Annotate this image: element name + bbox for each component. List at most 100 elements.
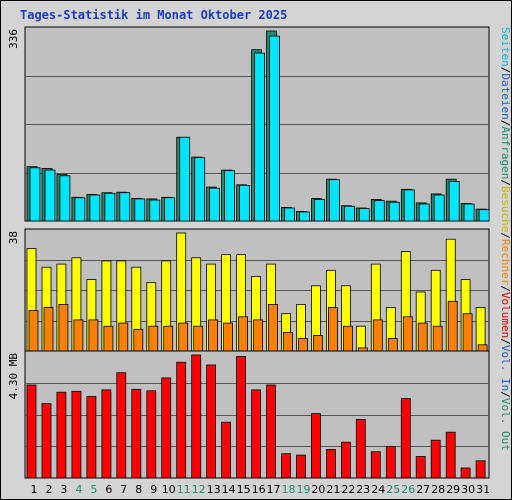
middle-bar-rechner [58, 303, 69, 352]
middle-bar-rechner [327, 307, 338, 352]
top-bar-dateien [433, 194, 445, 222]
middle-bar-rechner [462, 313, 473, 352]
top-bar-dateien [89, 194, 101, 222]
middle-bar-rechner [432, 325, 443, 352]
x-tick-label: 27 [416, 483, 430, 496]
bottom-bar-volumen [296, 454, 306, 479]
top-bar-dateien [254, 52, 266, 222]
legend-entry: Seiten [499, 27, 512, 67]
top-bar-dateien [209, 187, 221, 222]
middle-y-max-label: 38 [7, 231, 20, 244]
x-tick-label: 12 [192, 483, 206, 496]
middle-bar-rechner [417, 322, 428, 352]
top-bar-dateien [358, 208, 370, 222]
bottom-bar-volumen [370, 451, 381, 479]
x-tick-label: 10 [162, 483, 176, 496]
top-bar-dateien [104, 192, 116, 222]
legend-separator: / [499, 285, 512, 292]
top-bar-dateien [448, 180, 460, 222]
bottom-bar-volumen [355, 418, 366, 479]
middle-bar-rechner [28, 310, 39, 352]
x-tick-label: 5 [90, 483, 97, 496]
bottom-bar-volumen [206, 364, 217, 479]
middle-bar-rechner [178, 322, 189, 352]
middle-bar-rechner [148, 325, 159, 352]
top-bar-dateien [164, 197, 176, 222]
bottom-bar-volumen [131, 388, 142, 479]
middle-bar-rechner [193, 325, 204, 352]
x-tick-label: 11 [177, 483, 191, 496]
top-bar-dateien [418, 203, 430, 222]
top-bar-dateien [299, 211, 310, 222]
top-bar-dateien [239, 184, 251, 222]
bottom-bar-volumen [475, 460, 486, 479]
bottom-bar-volumen [116, 372, 127, 479]
top-bar-dateien [269, 35, 280, 222]
bottom-bar-volumen [460, 467, 471, 479]
top-bar-dateien [224, 170, 236, 222]
legend-entry: Rechner [499, 239, 512, 286]
bottom-bar-volumen [445, 431, 456, 479]
legend-entry: Anfragen [499, 126, 512, 179]
middle-bar-rechner [268, 303, 278, 352]
bottom-bar-volumen [266, 384, 276, 479]
x-tick-label: 22 [341, 483, 355, 496]
bottom-bar-volumen [71, 390, 82, 479]
top-bar-dateien [478, 209, 490, 222]
top-bar-dateien [284, 207, 295, 222]
bottom-bar-volumen [26, 384, 37, 479]
x-tick-label: 26 [401, 483, 415, 496]
bottom-bar-volumen [325, 448, 336, 479]
x-tick-label: 20 [311, 483, 325, 496]
legend-entry: Besuche [499, 186, 512, 232]
middle-bar-rechner [283, 331, 293, 352]
middle-bar-rechner [477, 344, 488, 352]
bottom-bar-volumen [385, 446, 396, 479]
x-tick-label: 9 [150, 483, 157, 496]
top-bar-dateien [463, 203, 475, 222]
x-tick-label: 15 [237, 483, 251, 496]
bottom-bar-volumen [310, 413, 321, 479]
top-bar-dateien [59, 175, 71, 222]
middle-bar-besuche [355, 325, 366, 352]
bottom-bar-volumen [221, 421, 232, 479]
bottom-y-max-label: 4.30 MB [7, 353, 20, 400]
middle-bar-rechner [298, 338, 308, 352]
right-axis-legend: Seiten/Dateien/Anfragen/Besuche/Rechner/… [499, 27, 512, 451]
x-tick-label: 14 [222, 483, 236, 496]
legend-separator: / [499, 338, 512, 345]
middle-bar-rechner [73, 319, 84, 352]
x-tick-label: 30 [461, 483, 475, 496]
x-tick-label: 29 [446, 483, 460, 496]
bottom-bar-volumen [430, 439, 441, 479]
middle-bar-rechner [223, 322, 234, 352]
bottom-bar-volumen [101, 389, 112, 479]
legend-separator: / [499, 67, 512, 74]
legend-entry: Vol. Out [499, 398, 512, 451]
legend-entry: Volumen [499, 292, 512, 338]
bottom-bar-volumen [415, 456, 426, 479]
top-bar-dateien [119, 192, 131, 222]
legend-separator: / [499, 179, 512, 186]
top-bar-dateien [179, 136, 191, 222]
top-y-max-label: 336 [7, 29, 20, 49]
middle-bar-rechner [402, 316, 413, 352]
middle-bar-rechner [103, 325, 114, 352]
top-bar-dateien [328, 179, 340, 222]
bottom-bar-volumen [236, 355, 247, 479]
bottom-bar-volumen [191, 354, 202, 479]
x-tick-label: 23 [356, 483, 370, 496]
top-bar-dateien [343, 205, 355, 222]
middle-bar-rechner [238, 316, 249, 352]
legend-separator: / [499, 232, 512, 239]
middle-bar-rechner [312, 335, 323, 352]
chart-title: Tages-Statistik im Monat Oktober 2025 [20, 8, 288, 22]
top-bar-dateien [403, 189, 415, 222]
middle-bar-rechner [88, 319, 99, 352]
top-bar-dateien [29, 167, 41, 222]
x-tick-label: 18 [282, 483, 296, 496]
bottom-bar-volumen [400, 398, 411, 479]
x-tick-label: 31 [476, 483, 490, 496]
bottom-bar-volumen [146, 390, 157, 479]
middle-bar-rechner [118, 322, 129, 352]
